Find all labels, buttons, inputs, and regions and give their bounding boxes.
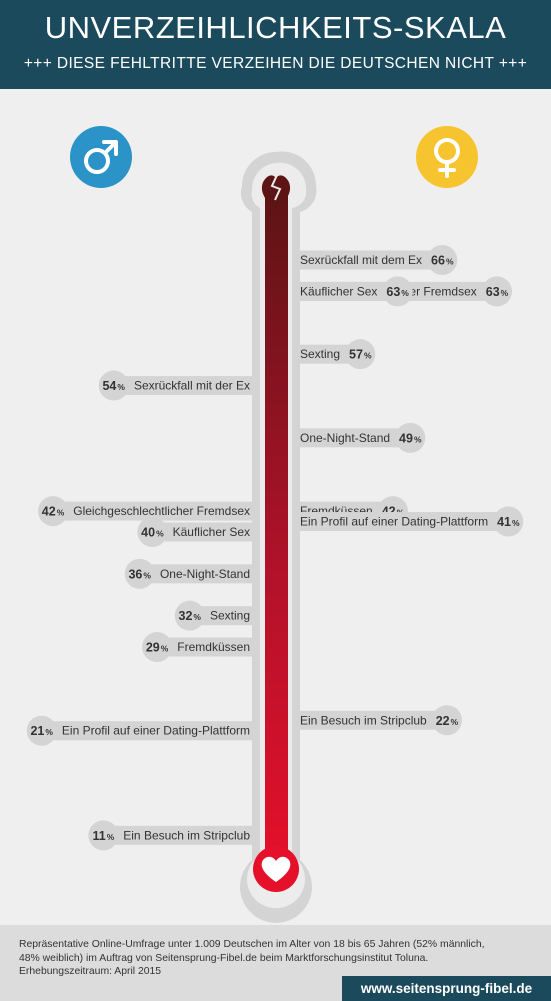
footer: Repräsentative Online-Umfrage unter 1.00… bbox=[0, 925, 551, 1001]
bar-label: Käuflicher Sex bbox=[173, 525, 250, 539]
percent-sign: % bbox=[161, 644, 169, 654]
chart-bar: Ein Profil auf einer Dating-Plattform 21% bbox=[26, 715, 256, 746]
chart-bar: Ein Besuch im Stripclub 11% bbox=[88, 820, 256, 851]
bar-label: Ein Besuch im Stripclub bbox=[300, 713, 427, 727]
thermometer-tube bbox=[265, 192, 288, 872]
chart-bar: Ein Besuch im Stripclub 22% bbox=[296, 705, 462, 736]
bar-value: 36 bbox=[128, 567, 142, 581]
bar-value: 57 bbox=[349, 348, 363, 362]
bar-rect bbox=[53, 501, 256, 521]
bar-label: One-Night-Stand bbox=[300, 431, 390, 445]
bar-value: 29 bbox=[146, 641, 160, 655]
chart-bar: Käuflicher Sex 63% bbox=[296, 276, 413, 307]
bar-rect bbox=[296, 344, 361, 364]
bar-value: 11 bbox=[92, 829, 105, 843]
bar-rect bbox=[103, 825, 256, 845]
percent-sign: % bbox=[107, 832, 115, 842]
bar-value: 42 bbox=[42, 505, 56, 519]
bar-label: Sexting bbox=[210, 609, 250, 623]
value-bubble bbox=[345, 339, 376, 370]
percent-sign: % bbox=[117, 382, 125, 392]
chart-bar: Sexting 32% bbox=[174, 600, 256, 631]
bar-rect bbox=[296, 512, 509, 532]
chart-bar: Fremdküssen 29% bbox=[142, 632, 256, 663]
bar-rect bbox=[296, 428, 411, 448]
chart-bar: One-Night-Stand 49% bbox=[296, 422, 426, 453]
percent-sign: % bbox=[143, 570, 151, 580]
bar-value: 54 bbox=[102, 379, 116, 393]
bar-value: 41 bbox=[497, 515, 511, 529]
percent-sign: % bbox=[501, 288, 509, 298]
value-bubble bbox=[481, 276, 512, 307]
page-subtitle: +++ DIESE FEHLTRITTE VERZEIHEN DIE DEUTS… bbox=[23, 55, 528, 72]
bar-label: Sexrückfall mit dem Ex bbox=[300, 253, 422, 267]
bar-rect bbox=[296, 710, 447, 730]
bar-rect bbox=[152, 522, 256, 542]
percent-sign: % bbox=[414, 434, 422, 444]
value-bubble bbox=[38, 496, 69, 527]
bar-rect bbox=[113, 376, 256, 396]
chart-bar: Ein Profil auf einer Dating-Plattform 41% bbox=[296, 506, 524, 537]
percent-sign: % bbox=[156, 529, 164, 539]
percent-sign: % bbox=[193, 612, 201, 622]
value-bubble bbox=[142, 632, 173, 663]
bar-label: Ein Profil auf einer Dating-Plattform bbox=[300, 515, 488, 529]
source-url[interactable]: www.seitensprung-fibel.de bbox=[342, 976, 551, 1001]
percent-sign: % bbox=[451, 717, 459, 727]
chart-bar: Sexting 57% bbox=[296, 339, 376, 370]
bar-rect bbox=[296, 281, 398, 301]
value-bubble bbox=[124, 558, 155, 589]
value-bubble bbox=[88, 820, 119, 851]
bar-rect bbox=[139, 564, 256, 584]
value-bubble bbox=[395, 422, 426, 453]
percent-sign: % bbox=[364, 351, 372, 361]
bar-rect bbox=[41, 721, 256, 741]
bar-value: 21 bbox=[30, 724, 44, 738]
bar-value: 32 bbox=[179, 609, 193, 623]
bar-label: Fremdküssen bbox=[177, 640, 250, 654]
broken-heart-icon bbox=[261, 174, 291, 208]
value-bubble bbox=[493, 506, 524, 537]
value-bubble bbox=[137, 517, 168, 547]
bar-label: Ein Profil auf einer Dating-Plattform bbox=[62, 724, 250, 738]
bar-label: Gleichgeschlechtlicher Fremdsex bbox=[73, 504, 250, 518]
bar-label: One-Night-Stand bbox=[160, 567, 250, 581]
percent-sign: % bbox=[57, 508, 65, 518]
percent-sign: % bbox=[45, 727, 53, 737]
bar-value: 63 bbox=[486, 285, 500, 299]
page-title: UNVERZEIHLICHKEITS-SKALA bbox=[44, 10, 507, 45]
chart-bar: Käuflicher Sex 40% bbox=[137, 517, 256, 547]
heart-icon bbox=[261, 856, 291, 882]
percent-sign: % bbox=[446, 257, 454, 267]
bar-rect bbox=[296, 250, 443, 270]
bar-label: Sexrückfall mit der Ex bbox=[134, 379, 250, 393]
male-symbol-icon bbox=[70, 126, 132, 188]
chart-bar: Sexrückfall mit dem Ex 66% bbox=[296, 245, 458, 276]
bar-value: 22 bbox=[436, 714, 450, 728]
chart-bar: Gleichgeschlechtlicher Fremdsex 42% bbox=[38, 496, 256, 527]
value-bubble bbox=[174, 600, 205, 631]
header: UNVERZEIHLICHKEITS-SKALA +++ DIESE FEHLT… bbox=[0, 0, 551, 89]
bar-value: 63 bbox=[386, 285, 400, 299]
female-symbol-icon bbox=[416, 126, 478, 188]
chart-bar: Sexrückfall mit der Ex 54% bbox=[98, 370, 256, 401]
percent-sign: % bbox=[401, 288, 409, 298]
bar-value: 49 bbox=[399, 431, 413, 445]
bar-label: Käuflicher Sex bbox=[300, 284, 377, 298]
value-bubble bbox=[382, 276, 413, 307]
value-bubble bbox=[98, 370, 129, 401]
survey-note: Repräsentative Online-Umfrage unter 1.00… bbox=[19, 939, 485, 977]
bar-label: Ein Besuch im Stripclub bbox=[123, 828, 250, 842]
bar-rect bbox=[157, 637, 256, 657]
bar-value: 66 bbox=[431, 254, 445, 268]
value-bubble bbox=[431, 705, 462, 736]
value-bubble bbox=[26, 715, 57, 746]
value-bubble bbox=[427, 245, 458, 276]
percent-sign: % bbox=[512, 518, 520, 528]
chart-bar: One-Night-Stand 36% bbox=[124, 558, 256, 589]
bar-value: 40 bbox=[141, 526, 155, 540]
bar-label: Sexting bbox=[300, 347, 340, 361]
bar-rect bbox=[189, 606, 256, 626]
